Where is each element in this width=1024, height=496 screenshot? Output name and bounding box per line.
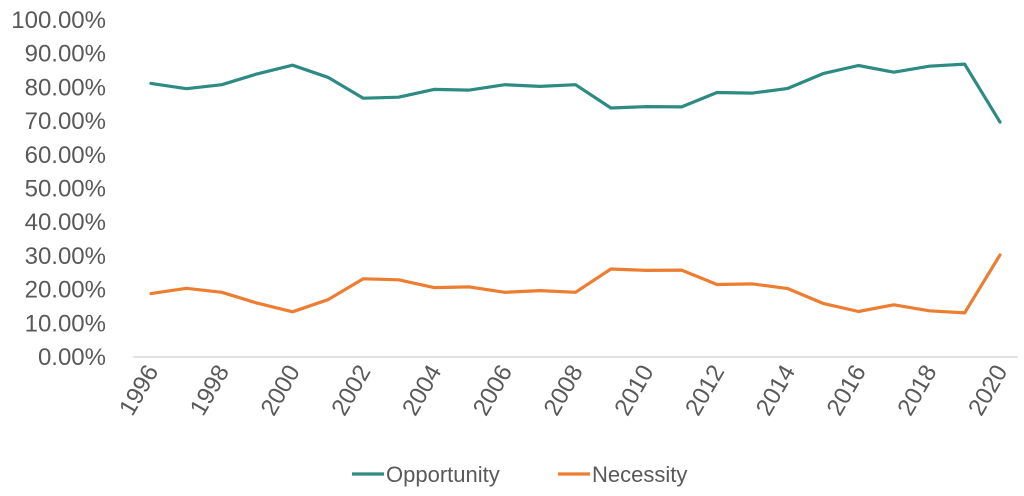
y-tick-label: 50.00% <box>25 176 106 203</box>
series-line-necessity <box>149 253 1002 315</box>
y-axis: 0.00% 10.00% 20.00% 30.00% 40.00% 50.00% 60.00… <box>11 7 106 371</box>
x-tick-label: 2016 <box>822 361 872 421</box>
x-tick-label: 2002 <box>326 361 376 421</box>
x-tick-label: 2010 <box>609 361 659 421</box>
y-tick-label: 90.00% <box>25 41 106 68</box>
y-tick-label: 10.00% <box>25 310 106 337</box>
x-tick-label: 1998 <box>185 361 235 421</box>
y-tick-label: 20.00% <box>25 277 106 304</box>
y-tick-label: 40.00% <box>25 209 106 236</box>
x-tick-label: 2018 <box>892 361 942 421</box>
x-tick-label: 2012 <box>680 361 730 421</box>
y-tick-label: 60.00% <box>25 142 106 169</box>
legend: Opportunity Necessity <box>352 462 687 487</box>
y-tick-label: 70.00% <box>25 108 106 135</box>
legend-label: Necessity <box>592 462 687 487</box>
x-tick-label: 2000 <box>256 361 306 421</box>
x-tick-label: 2004 <box>397 361 447 421</box>
legend-label: Opportunity <box>386 462 500 487</box>
y-tick-label: 30.00% <box>25 243 106 270</box>
series-layer <box>149 62 1002 315</box>
y-tick-label: 100.00% <box>11 7 106 34</box>
x-tick-label: 2006 <box>468 361 518 421</box>
y-tick-label: 80.00% <box>25 74 106 101</box>
y-tick-label: 0.00% <box>38 344 106 371</box>
x-tick-label: 2014 <box>751 361 801 421</box>
x-tick-label: 1996 <box>114 361 164 421</box>
x-tick-label: 2020 <box>963 361 1013 421</box>
x-axis: 1996 1998 2000 2002 2004 2006 2008 2010 2012 2014… <box>114 361 1013 421</box>
series-line-opportunity <box>149 62 1002 124</box>
x-tick-label: 2008 <box>539 361 589 421</box>
